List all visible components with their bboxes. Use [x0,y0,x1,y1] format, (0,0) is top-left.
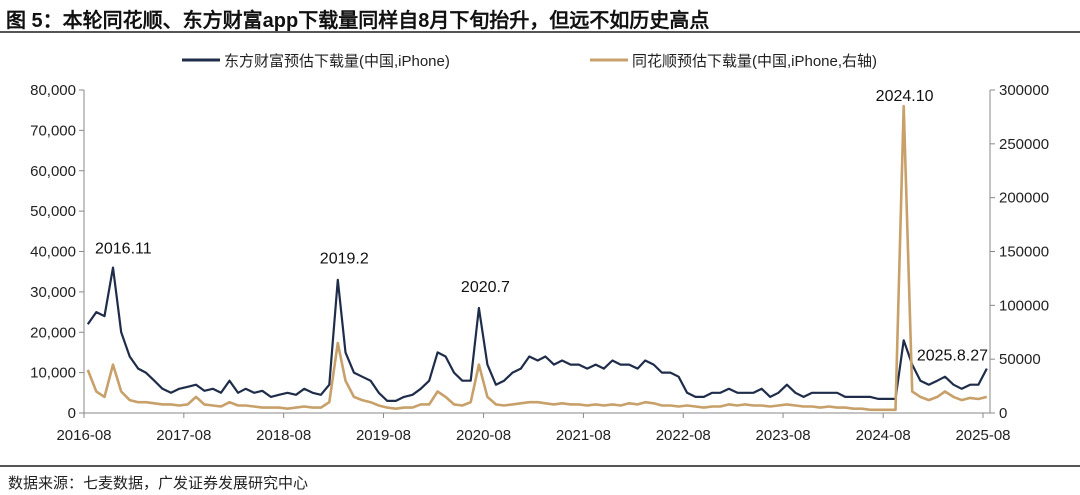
x-tick-label: 2020-08 [456,427,511,444]
annotation-label: 2019.2 [320,251,369,268]
annotation-label: 2016.11 [95,241,152,258]
right-tick-label: 250000 [999,136,1049,153]
left-tick-label: 50,000 [30,203,76,220]
figure-title: 图 5：本轮同花顺、东方财富app下载量同样自8月下旬抬升，但远不如历史高点 [6,10,710,32]
right-tick-label: 200000 [999,190,1049,207]
annotation-label: 2025.8.27 [917,348,988,365]
left-tick-label: 10,000 [30,365,76,382]
x-tick-label: 2023-08 [756,427,811,444]
right-tick-label: 100000 [999,297,1049,314]
left-tick-label: 30,000 [30,284,76,301]
annotation-label: 2020.7 [461,279,510,296]
x-tick-label: 2019-08 [356,427,411,444]
legend-label-0: 东方财富预估下载量(中国,iPhone) [224,52,450,70]
right-tick-label: 150000 [999,244,1049,261]
left-tick-label: 40,000 [30,244,76,261]
x-tick-label: 2016-08 [56,427,111,444]
right-tick-label: 50000 [999,351,1041,368]
footer-rule [0,465,1080,467]
left-tick-label: 80,000 [30,82,76,99]
left-tick-label: 60,000 [30,163,76,180]
x-tick-label: 2025-08 [955,427,1010,444]
legend-label-1: 同花顺预估下载量(中国,iPhone,右轴) [632,53,877,70]
left-tick-label: 70,000 [30,122,76,139]
x-tick-label: 2022-08 [656,427,711,444]
title-rule [0,31,1080,33]
left-tick-label: 0 [68,405,76,422]
x-tick-label: 2017-08 [156,427,211,444]
x-tick-label: 2024-08 [856,427,911,444]
series-line-1 [86,104,988,412]
right-tick-label: 0 [999,405,1007,422]
right-tick-label: 300000 [999,82,1049,99]
annotation-label: 2024.10 [876,88,934,105]
source-note: 数据来源：七麦数据，广发证券发展研究中心 [8,474,309,492]
x-tick-label: 2021-08 [556,427,611,444]
left-tick-label: 20,000 [30,324,76,341]
x-tick-label: 2018-08 [256,427,311,444]
series-line-0 [86,266,988,402]
